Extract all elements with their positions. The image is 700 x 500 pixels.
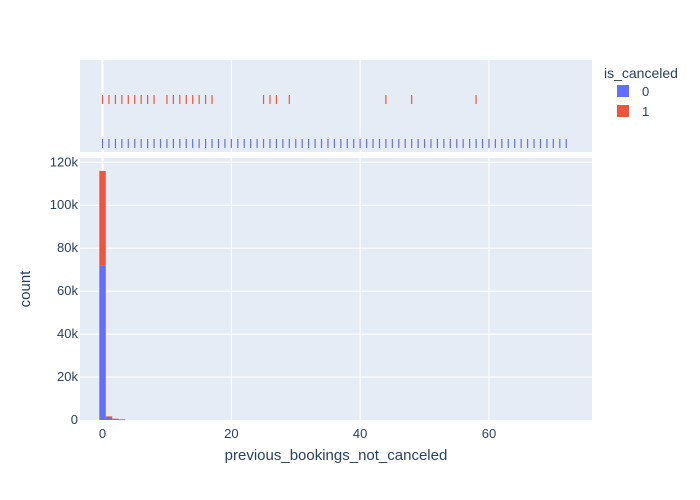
histogram-bars <box>99 170 126 421</box>
bar-series-0 <box>118 419 126 421</box>
x-axis-ticks: 0 20 40 60 <box>99 426 496 441</box>
x-tick-label: 0 <box>99 426 106 441</box>
x-tick-label: 40 <box>353 426 367 441</box>
x-tick-label: 60 <box>482 426 496 441</box>
legend-title: is_canceled <box>604 65 678 81</box>
y-tick-label: 0 <box>71 412 78 427</box>
x-tick-label: 20 <box>224 426 238 441</box>
bar-series-0 <box>99 265 106 420</box>
y-tick-label: 80k <box>57 240 78 255</box>
legend-item-0[interactable]: 0 <box>617 84 649 99</box>
y-axis-title: count <box>17 270 34 308</box>
y-tick-label: 100k <box>50 197 79 212</box>
rug-marks <box>101 95 567 148</box>
legend-swatch-1 <box>617 105 629 117</box>
bar-series-1 <box>99 170 106 266</box>
legend-label-1: 1 <box>642 104 649 119</box>
bar-series-1 <box>105 416 113 418</box>
y-tick-label: 40k <box>57 326 78 341</box>
y-tick-label: 60k <box>57 283 78 298</box>
bar-series-1 <box>112 418 119 420</box>
rug-plot-panel <box>80 60 592 152</box>
x-axis-title: previous_bookings_not_canceled <box>225 447 448 464</box>
legend-item-1[interactable]: 1 <box>617 104 649 119</box>
y-tick-label: 120k <box>50 154 79 169</box>
bar-series-0 <box>105 416 113 420</box>
legend-swatch-0 <box>617 85 629 97</box>
histogram-plot-panel <box>80 158 592 420</box>
y-axis-ticks: 0 20k 40k 60k 80k 100k 120k <box>50 154 79 427</box>
legend[interactable]: is_canceled 0 1 <box>604 65 678 119</box>
y-tick-label: 20k <box>57 369 78 384</box>
legend-label-0: 0 <box>642 84 649 99</box>
